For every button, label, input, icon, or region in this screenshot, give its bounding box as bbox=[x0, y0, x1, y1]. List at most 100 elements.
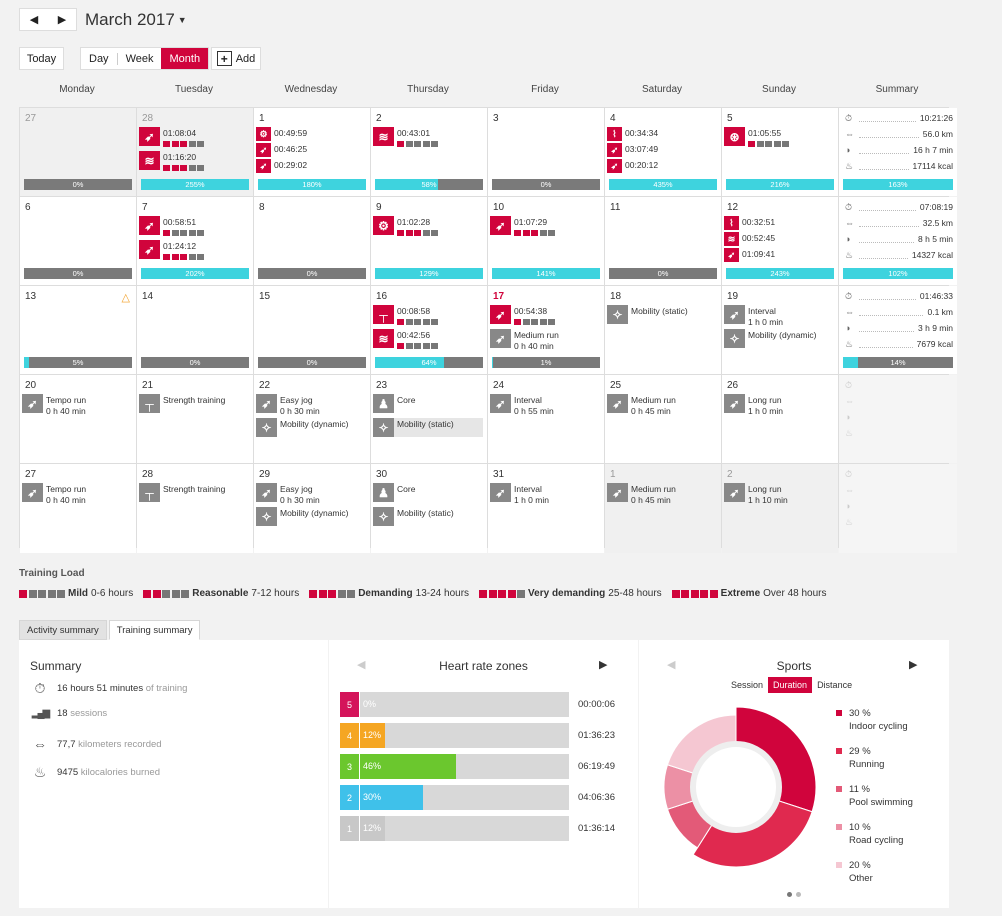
calendar-day-cell[interactable]: 5 ⊛ 01:05:55 216% bbox=[722, 108, 838, 196]
page-dot-1[interactable] bbox=[787, 892, 792, 897]
activity-entry[interactable]: ➶ Tempo run 0 h 40 min bbox=[22, 483, 86, 506]
activity-entry[interactable]: ➶ Interval 0 h 55 min bbox=[490, 394, 554, 417]
calendar-day-cell[interactable]: 1 ⚙ 00:49:59 ➶ 00:46:25 ➶ 00:29:02 180% bbox=[254, 108, 370, 196]
activity-entry[interactable]: ♟ Core bbox=[373, 394, 415, 413]
calendar-day-cell[interactable]: 9 ⚙ 01:02:28 129% bbox=[371, 197, 487, 285]
activity-entry[interactable]: ➶ Tempo run 0 h 40 min bbox=[22, 394, 86, 417]
activity-entry[interactable]: ⚙ 01:02:28 bbox=[373, 216, 438, 236]
calendar-day-cell[interactable]: 23 ♟ Core ✧ Mobility (static) bbox=[371, 375, 487, 463]
activity-entry[interactable]: ⌇ 00:34:34 bbox=[607, 127, 658, 141]
activity-entry[interactable]: ┬ Strength training bbox=[139, 483, 225, 502]
activity-entry[interactable]: ✧ Mobility (static) bbox=[373, 418, 483, 437]
activity-entry[interactable]: ⌇ 00:32:51 bbox=[724, 216, 775, 230]
activity-entry[interactable]: ➶ 00:58:51 bbox=[139, 216, 204, 236]
calendar-day-cell[interactable]: 4 ⌇ 00:34:34 ➶ 03:07:49 ➶ 00:20:12 435% bbox=[605, 108, 721, 196]
activity-entry[interactable]: ┬ Strength training bbox=[139, 394, 225, 413]
donut-slice-running[interactable] bbox=[692, 799, 813, 868]
calendar-day-cell[interactable]: 26 ➶ Long run 1 h 0 min bbox=[722, 375, 838, 463]
activity-entry[interactable]: ➶ 00:46:25 bbox=[256, 143, 307, 157]
calendar-day-cell[interactable]: 31 ➶ Interval 1 h 0 min bbox=[488, 464, 604, 553]
activity-entry[interactable]: ≋ 01:16:20 bbox=[139, 151, 204, 171]
prev-month-button[interactable]: ◀ bbox=[29, 14, 39, 26]
activity-entry[interactable]: ┬ 00:08:58 bbox=[373, 305, 438, 325]
sports-next-arrow-icon[interactable]: ▶ bbox=[909, 659, 918, 671]
activity-entry[interactable]: ➶ 00:29:02 bbox=[256, 159, 307, 173]
activity-entry[interactable]: ➶ Interval 1 h 0 min bbox=[724, 305, 783, 328]
activity-entry[interactable]: ➶ 01:07:29 bbox=[490, 216, 555, 236]
tab-duration[interactable]: Duration bbox=[768, 677, 813, 693]
calendar-day-cell[interactable]: 2 ≋ 00:43:01 58% bbox=[371, 108, 487, 196]
hr-next-arrow-icon[interactable]: ▶ bbox=[599, 659, 608, 671]
calendar-day-cell[interactable]: 21 ┬ Strength training bbox=[137, 375, 253, 463]
calendar-day-cell[interactable]: 2 ➶ Long run 1 h 10 min bbox=[722, 464, 838, 553]
month-selector[interactable]: March 2017 ▼ bbox=[85, 10, 187, 30]
calendar-day-cell[interactable]: 24 ➶ Interval 0 h 55 min bbox=[488, 375, 604, 463]
activity-entry[interactable]: ✧ Mobility (static) bbox=[607, 305, 688, 324]
calendar-day-cell[interactable]: 20 ➶ Tempo run 0 h 40 min bbox=[20, 375, 136, 463]
calendar-day-cell[interactable]: 19 ➶ Interval 1 h 0 min ✧ Mobility (dynamic) bbox=[722, 286, 838, 374]
activity-entry[interactable]: ➶ 01:09:41 bbox=[724, 248, 775, 262]
tab-distance[interactable]: Distance bbox=[817, 680, 853, 690]
calendar-day-cell[interactable]: 10 ➶ 01:07:29 141% bbox=[488, 197, 604, 285]
activity-entry[interactable]: ➶ Easy jog 0 h 30 min bbox=[256, 394, 320, 417]
calendar-day-cell[interactable]: 28 ➶ 01:08:04 ≋ 01:16:20 255% bbox=[137, 108, 253, 196]
activity-entry[interactable]: ⊛ 01:05:55 bbox=[724, 127, 789, 147]
month-view-button[interactable]: Month bbox=[161, 48, 209, 69]
calendar-day-cell[interactable]: 18 ✧ Mobility (static) bbox=[605, 286, 721, 374]
week-view-button[interactable]: Week bbox=[125, 52, 154, 65]
load-percent: 0% bbox=[657, 269, 669, 278]
activity-entry[interactable]: ➶ 01:08:04 bbox=[139, 127, 204, 147]
activity-entry[interactable]: ➶ 00:20:12 bbox=[607, 159, 658, 173]
calendar-day-cell[interactable]: 8 0% bbox=[254, 197, 370, 285]
activity-entry[interactable]: ≋ 00:43:01 bbox=[373, 127, 438, 147]
calendar-day-cell[interactable]: 30 ♟ Core ✧ Mobility (static) bbox=[371, 464, 487, 553]
activity-entry[interactable]: ➶ 00:54:38 bbox=[490, 305, 555, 325]
calendar-day-cell[interactable]: 17 ➶ 00:54:38 ➶ Medium run 0 h 40 min 1% bbox=[488, 286, 604, 374]
activity-entry[interactable]: ➶ Interval 1 h 0 min bbox=[490, 483, 549, 506]
page-dot-2[interactable] bbox=[796, 892, 801, 897]
activity-entry[interactable]: ✧ Mobility (dynamic) bbox=[724, 329, 817, 348]
hr-zone-row: 5 0% 00:00:06 bbox=[340, 692, 615, 717]
sports-prev-arrow-icon[interactable]: ◀ bbox=[667, 659, 676, 671]
calendar-day-cell[interactable]: 12 ⌇ 00:32:51 ≋ 00:52:45 ➶ 01:09:41 243% bbox=[722, 197, 838, 285]
calendar-day-cell[interactable]: 29 ➶ Easy jog 0 h 30 min ✧ Mobility (dynamic) bbox=[254, 464, 370, 553]
tab-training-summary[interactable]: Training summary bbox=[108, 620, 201, 640]
run-icon: ➶ bbox=[139, 216, 160, 235]
activity-entry[interactable]: ➶ Long run 1 h 0 min bbox=[724, 394, 783, 417]
calendar-day-cell[interactable]: 28 ┬ Strength training bbox=[137, 464, 253, 553]
calendar-day-cell[interactable]: 27 0% bbox=[20, 108, 136, 196]
activity-entry[interactable]: ➶ 03:07:49 bbox=[607, 143, 658, 157]
calendar-day-cell[interactable]: 6 0% bbox=[20, 197, 136, 285]
add-button[interactable]: + Add bbox=[211, 47, 261, 70]
activity-entry[interactable]: ≋ 00:52:45 bbox=[724, 232, 775, 246]
today-button[interactable]: Today bbox=[19, 47, 64, 70]
activity-entry[interactable]: ➶ Medium run 0 h 45 min bbox=[607, 394, 676, 417]
activity-entry[interactable]: ➶ Medium run 0 h 40 min bbox=[490, 329, 559, 352]
activity-entry[interactable]: ➶ Long run 1 h 10 min bbox=[724, 483, 788, 506]
activity-entry[interactable]: ➶ 01:24:12 bbox=[139, 240, 204, 260]
calendar-day-cell[interactable]: 16 ┬ 00:08:58 ≋ 00:42:56 64% bbox=[371, 286, 487, 374]
calendar-day-cell[interactable]: 1 ➶ Medium run 0 h 45 min bbox=[605, 464, 721, 553]
activity-entry[interactable]: ⚙ 00:49:59 bbox=[256, 127, 307, 141]
activity-entry[interactable]: ≋ 00:42:56 bbox=[373, 329, 438, 349]
hr-prev-arrow-icon[interactable]: ◀ bbox=[357, 659, 366, 671]
tab-session[interactable]: Session bbox=[731, 680, 764, 690]
activity-entry[interactable]: ✧ Mobility (dynamic) bbox=[256, 418, 349, 437]
day-view-button[interactable]: Day bbox=[89, 52, 109, 65]
calendar-day-cell[interactable]: 27 ➶ Tempo run 0 h 40 min bbox=[20, 464, 136, 553]
activity-entry[interactable]: ✧ Mobility (static) bbox=[373, 507, 454, 526]
calendar-day-cell[interactable]: 25 ➶ Medium run 0 h 45 min bbox=[605, 375, 721, 463]
calendar-day-cell[interactable]: 3 0% bbox=[488, 108, 604, 196]
activity-entry[interactable]: ♟ Core bbox=[373, 483, 415, 502]
calendar-day-cell[interactable]: 22 ➶ Easy jog 0 h 30 min ✧ Mobility (dynamic) bbox=[254, 375, 370, 463]
calendar-day-cell[interactable]: 15 0% bbox=[254, 286, 370, 374]
calendar-day-cell[interactable]: 7 ➶ 00:58:51 ➶ 01:24:12 202% bbox=[137, 197, 253, 285]
calendar-day-cell[interactable]: 13 △ 5% bbox=[20, 286, 136, 374]
calendar-day-cell[interactable]: 14 0% bbox=[137, 286, 253, 374]
tab-activity-summary[interactable]: Activity summary bbox=[19, 620, 107, 640]
calendar-day-cell[interactable]: 11 0% bbox=[605, 197, 721, 285]
activity-entry[interactable]: ✧ Mobility (dynamic) bbox=[256, 507, 349, 526]
activity-entry[interactable]: ➶ Easy jog 0 h 30 min bbox=[256, 483, 320, 506]
activity-entry[interactable]: ➶ Medium run 0 h 45 min bbox=[607, 483, 676, 506]
next-month-button[interactable]: ▶ bbox=[57, 14, 67, 26]
